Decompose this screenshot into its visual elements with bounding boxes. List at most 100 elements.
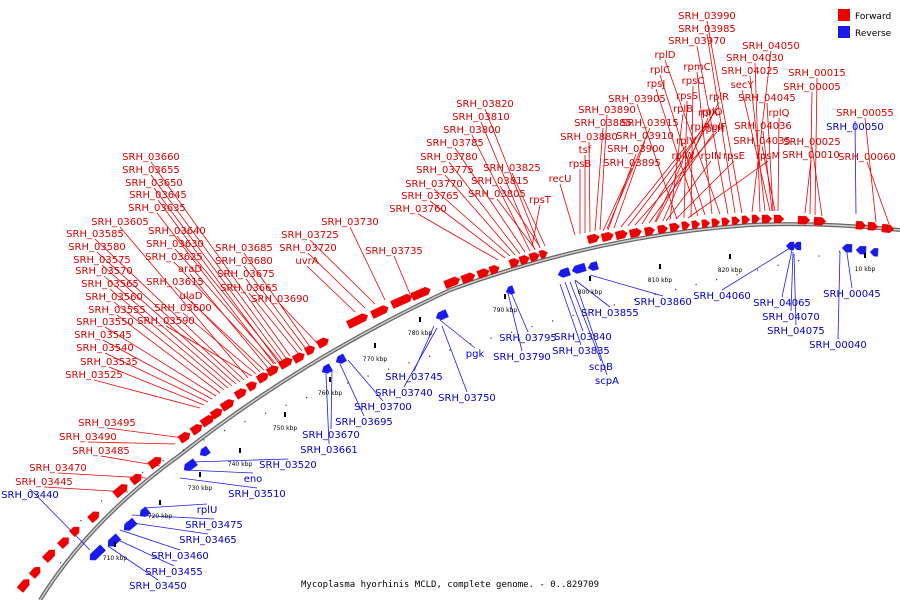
reverse-gene-label: SRH_00045 [823, 289, 881, 300]
scale-dot [634, 299, 636, 301]
reverse-gene-label: pgk [466, 349, 485, 360]
forward-gene-label: SRH_03815 [471, 176, 529, 187]
reverse-leader-line [29, 488, 91, 551]
forward-gene-label: SRH_03890 [578, 105, 636, 116]
forward-gene-label: SRH_03545 [74, 330, 132, 341]
reverse-leader-line [185, 469, 254, 474]
scale-dot [839, 250, 841, 253]
forward-gene-label: rpsH [701, 124, 724, 135]
forward-gene-label: rpIN [701, 151, 722, 162]
tick-mark [374, 343, 376, 348]
reverse-leader-line [790, 251, 794, 312]
reverse-gene-label: SRH_03855 [581, 308, 639, 319]
forward-leader-line [634, 131, 718, 226]
tick-label: 720 kbp [148, 513, 173, 520]
scale-dot [818, 255, 820, 257]
forward-gene-arrow [681, 221, 691, 231]
tick-label: 770 kbp [363, 356, 388, 363]
forward-leader-line [706, 33, 736, 214]
scale-dot [593, 309, 595, 311]
reverse-leader-line [793, 253, 797, 326]
forward-leader-line [761, 145, 776, 212]
forward-gene-label: SRH_03645 [129, 190, 187, 201]
forward-gene-label: SRH_00005 [783, 82, 841, 93]
forward-leader-line [627, 116, 713, 227]
tick-mark [284, 412, 286, 417]
tick-label: 800 kbp [578, 289, 603, 296]
forward-gene-arrow [773, 214, 785, 224]
forward-leader-line [669, 113, 684, 221]
forward-gene-label: rplF [708, 122, 727, 133]
forward-leader-line [116, 314, 221, 394]
scale-dot [490, 337, 492, 339]
reverse-gene-label: SRH_04070 [762, 312, 820, 323]
legend: Forward Reverse [838, 9, 892, 39]
forward-gene-label: rplR [709, 92, 729, 103]
forward-gene-label: SRH_03780 [420, 152, 478, 163]
forward-leader-line [620, 145, 687, 228]
forward-leader-line [762, 130, 773, 212]
forward-gene-arrow [751, 214, 761, 224]
reverse-leader-line [721, 247, 791, 291]
forward-gene-label: SRH_03580 [68, 242, 126, 253]
reverse-gene-arrow [123, 517, 138, 531]
forward-leader-line [696, 71, 713, 215]
forward-leader-line [594, 127, 604, 232]
reverse-gene-label: SRH_03450 [129, 581, 187, 592]
forward-leader-line [814, 77, 818, 216]
reverse-gene-arrow [199, 445, 211, 457]
scale-dot [716, 278, 718, 281]
forward-gene-arrow [370, 305, 389, 319]
forward-leader-line [751, 50, 772, 213]
forward-leader-line [153, 187, 283, 361]
forward-leader-line [417, 213, 499, 261]
forward-gene-label: rplO [701, 107, 722, 118]
forward-gene-label: SRH_04030 [726, 53, 784, 64]
reverse-gene-label: SRH_03661 [300, 445, 358, 456]
forward-gene-label: rplC [650, 65, 670, 76]
forward-gene-label: SRH_03775 [416, 165, 474, 176]
forward-gene-arrow [129, 473, 142, 486]
forward-leader-line [429, 200, 506, 259]
reverse-leader-line [143, 503, 208, 509]
forward-gene-label: SRH_03895 [603, 158, 661, 169]
forward-gene-label: SRH_03555 [88, 305, 146, 316]
forward-gene-label: SRH_03600 [154, 303, 212, 314]
forward-gene-label: SRH_03640 [148, 226, 206, 237]
tick-mark [419, 317, 421, 322]
forward-gene-arrow [721, 217, 731, 227]
scale-dot [531, 325, 533, 328]
forward-gene-label: SRH_03625 [145, 252, 203, 263]
reverse-gene-label: SRH_04060 [693, 291, 751, 302]
forward-gene-label: araD [178, 264, 202, 275]
forward-leader-line [696, 45, 729, 215]
tick-mark [239, 448, 241, 453]
tick-label: 790 kbp [493, 307, 518, 314]
forward-leader-line [480, 121, 536, 251]
tick-mark [729, 254, 731, 259]
forward-gene-arrow [315, 337, 329, 349]
reverse-gene-label: SRH_04075 [767, 326, 825, 337]
scale-dot [367, 375, 369, 377]
forward-gene-label: SRH_03770 [405, 179, 463, 190]
forward-leader-line [675, 160, 735, 220]
forward-gene-label: SRH_03720 [279, 243, 337, 254]
reverse-leader-line [113, 537, 175, 567]
forward-leader-line [804, 159, 812, 214]
forward-gene-label: SRH_03735 [365, 246, 423, 257]
scale-dot [449, 349, 451, 351]
forward-gene-label: rplV [676, 136, 696, 147]
tick-label: 730 kbp [188, 485, 213, 492]
scale-dot [121, 485, 123, 487]
tick-mark [659, 264, 661, 269]
forward-leader-line [109, 288, 229, 389]
forward-leader-line [690, 85, 694, 218]
forward-gene-label: SRH_03800 [443, 125, 501, 136]
tick-mark [864, 253, 866, 258]
forward-gene-label: SRH_03905 [608, 94, 666, 105]
forward-leader-line [454, 147, 526, 253]
forward-gene-arrow [219, 399, 235, 412]
forward-gene-arrow [87, 511, 100, 524]
forward-leader-line [444, 174, 516, 256]
